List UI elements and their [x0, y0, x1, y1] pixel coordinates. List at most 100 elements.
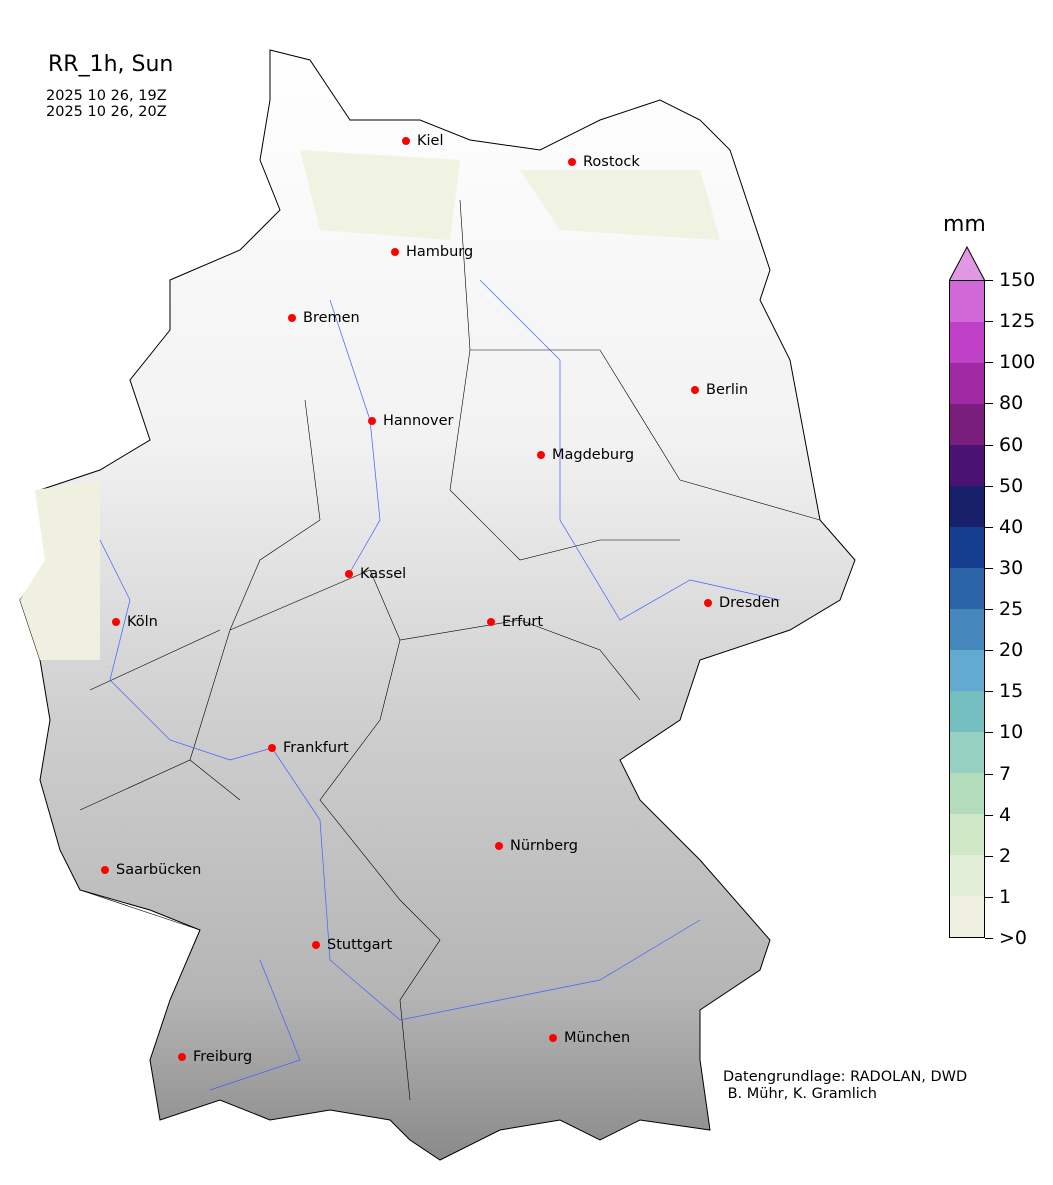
colorbar-tick	[985, 403, 993, 405]
city-dot-icon	[402, 137, 410, 145]
colorbar-tick-label: 1	[999, 885, 1012, 908]
city-label: Nürnberg	[510, 838, 578, 854]
city-dot-icon	[487, 618, 495, 626]
city-marker: Frankfurt	[268, 740, 349, 756]
city-label: Saarbücken	[116, 862, 202, 878]
colorbar-segment	[950, 732, 984, 773]
city-label: Hamburg	[406, 244, 474, 260]
city-label: Erfurt	[502, 614, 544, 630]
city-dot-icon	[495, 842, 503, 850]
city-label: Magdeburg	[552, 447, 635, 463]
colorbar-tick	[985, 732, 993, 734]
city-dot-icon	[112, 618, 120, 626]
colorbar-segment	[950, 281, 984, 322]
colorbar-tick	[985, 855, 993, 857]
city-marker: Bremen	[288, 310, 360, 326]
colorbar-tick-label: 7	[999, 762, 1012, 785]
city-label: Stuttgart	[327, 937, 393, 953]
colorbar-tick	[985, 650, 993, 652]
city-marker: Berlin	[691, 382, 749, 398]
colorbar-segment	[950, 773, 984, 814]
colorbar-segment	[950, 568, 984, 609]
colorbar-tick	[985, 526, 993, 528]
colorbar-segment	[950, 650, 984, 691]
city-dot-icon	[345, 570, 353, 578]
rain-area-west	[20, 480, 100, 660]
colorbar-tick	[985, 609, 993, 610]
colorbar-segment	[950, 814, 984, 855]
colorbar-unit: mm	[943, 212, 986, 237]
colorbar-segment	[950, 691, 984, 732]
colorbar-tick-label: 30	[999, 556, 1024, 579]
time-start: 2025 10 26, 19Z	[46, 88, 167, 104]
city-label: Freiburg	[193, 1049, 253, 1065]
city-marker: Magdeburg	[537, 447, 635, 463]
rain-area-north	[300, 150, 720, 240]
city-marker: München	[549, 1030, 631, 1046]
city-dot-icon	[391, 248, 399, 256]
colorbar-tick-label: 80	[999, 392, 1024, 415]
city-dot-icon	[568, 158, 576, 166]
colorbar-tick-label: 4	[999, 803, 1012, 826]
city-marker: Dresden	[704, 595, 780, 611]
colorbar-extend-arrow	[949, 246, 985, 282]
city-label: Berlin	[706, 382, 749, 398]
city-label: Bremen	[303, 310, 360, 326]
colorbar-tick	[985, 444, 993, 446]
colorbar-segment	[950, 527, 984, 568]
colorbar-tick	[985, 321, 993, 323]
colorbar-tick-label: 15	[999, 680, 1024, 703]
colorbar-tick-label: 10	[999, 721, 1024, 744]
city-dot-icon	[288, 314, 296, 322]
city-label: Kiel	[417, 133, 444, 149]
city-dot-icon	[178, 1053, 186, 1061]
city-marker: Erfurt	[487, 614, 544, 630]
colorbar-segment	[950, 322, 984, 363]
colorbar-tick	[985, 280, 993, 281]
colorbar-tick-label: 20	[999, 639, 1024, 662]
colorbar-tick	[985, 896, 993, 898]
colorbar-tick-label: 50	[999, 474, 1024, 497]
colorbar-tick-label: 25	[999, 598, 1024, 620]
colorbar-tick-label: 150	[999, 269, 1036, 291]
map-title: RR_1h, Sun	[48, 52, 174, 77]
colorbar-tick-label: 60	[999, 433, 1024, 456]
colorbar-tick	[985, 567, 993, 569]
city-marker: Hannover	[368, 413, 454, 429]
colorbar-segment	[950, 404, 984, 445]
colorbar-tick-label: 100	[999, 351, 1036, 374]
city-label: Köln	[127, 614, 158, 630]
city-marker: Freiburg	[178, 1049, 253, 1065]
colorbar-tick	[985, 773, 993, 775]
colorbar-tick-label: >0	[999, 927, 1028, 949]
germany-outline	[19, 49, 856, 1161]
colorbar-segment	[950, 855, 984, 896]
city-marker: Köln	[112, 614, 158, 630]
colorbar	[949, 280, 985, 938]
city-marker: Rostock	[568, 154, 640, 170]
colorbar-tick	[985, 814, 993, 816]
city-label: Kassel	[360, 566, 407, 582]
colorbar-tick-label: 40	[999, 515, 1024, 538]
colorbar-segment	[950, 363, 984, 404]
city-marker: Nürnberg	[495, 838, 578, 854]
city-marker: Kassel	[345, 566, 407, 582]
city-label: München	[564, 1030, 631, 1046]
city-dot-icon	[704, 599, 712, 607]
city-label: Hannover	[383, 413, 454, 429]
city-label: Rostock	[583, 154, 640, 170]
city-marker: Stuttgart	[312, 937, 393, 953]
city-dot-icon	[368, 417, 376, 425]
colorbar-segment	[950, 445, 984, 486]
city-dot-icon	[101, 866, 109, 874]
city-dot-icon	[691, 386, 699, 394]
data-credit: Datengrundlage: RADOLAN, DWD B. Mühr, K.…	[723, 1069, 968, 1102]
city-dot-icon	[549, 1034, 557, 1042]
city-label: Frankfurt	[283, 740, 349, 756]
state-borders	[79, 199, 821, 1101]
city-marker: Kiel	[402, 133, 444, 149]
colorbar-tick-label: 125	[999, 310, 1036, 333]
rivers	[99, 279, 781, 1091]
city-dot-icon	[268, 744, 276, 752]
